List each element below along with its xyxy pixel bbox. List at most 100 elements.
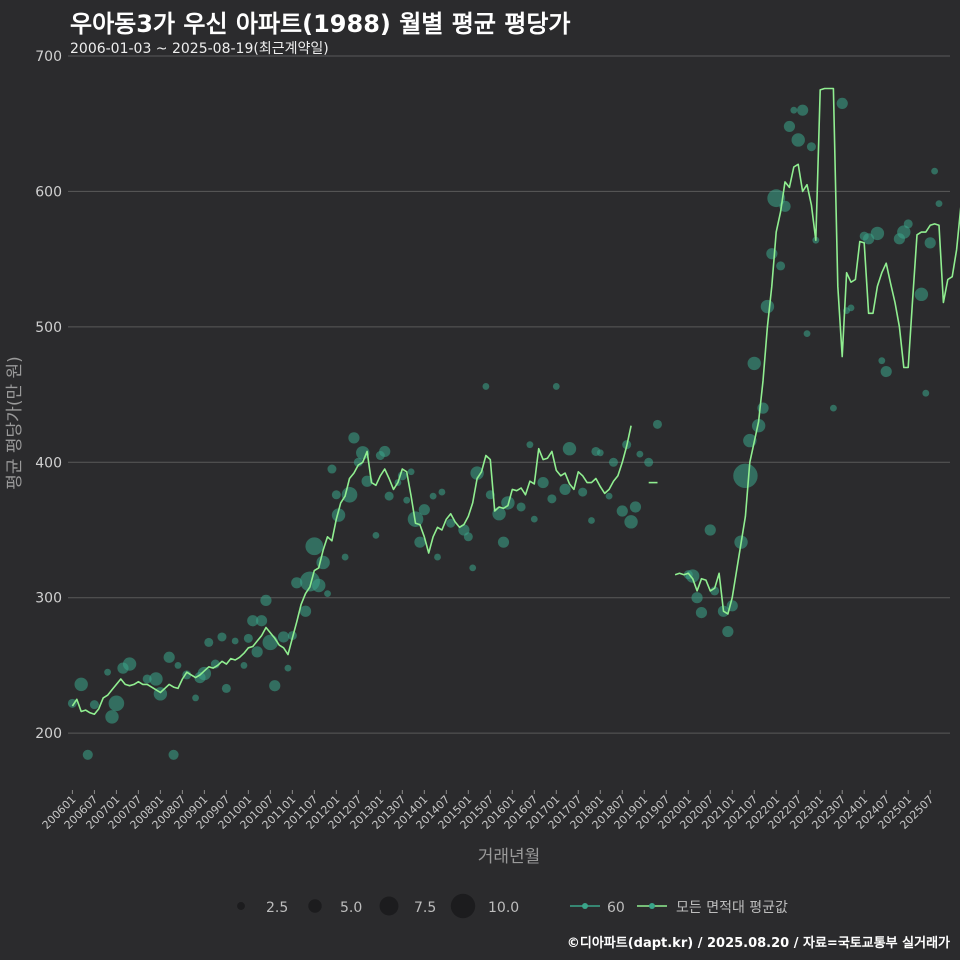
data-point xyxy=(935,200,943,208)
data-point xyxy=(221,683,231,693)
y-axis-title: 평균 평당가(만 원) xyxy=(5,356,25,490)
data-point xyxy=(277,631,290,643)
data-point xyxy=(562,442,577,456)
data-point xyxy=(372,532,380,539)
data-point xyxy=(204,637,214,647)
data-point xyxy=(747,356,761,371)
data-point xyxy=(830,404,837,412)
data-point xyxy=(82,749,93,760)
data-point xyxy=(149,672,163,686)
data-point xyxy=(240,662,248,669)
data-point xyxy=(247,615,259,627)
data-point xyxy=(384,491,394,501)
data-point xyxy=(108,695,125,712)
data-point xyxy=(356,446,370,460)
data-point xyxy=(644,457,654,467)
data-point xyxy=(547,494,557,504)
data-point xyxy=(897,225,911,239)
data-point xyxy=(878,357,886,365)
data-points xyxy=(67,97,943,760)
data-point xyxy=(341,486,358,503)
data-point xyxy=(255,615,268,627)
data-point xyxy=(174,662,182,669)
data-point xyxy=(596,449,604,457)
data-point xyxy=(446,518,456,528)
data-point xyxy=(348,432,360,444)
legend-size-label: 2.5 xyxy=(266,900,288,916)
data-point xyxy=(67,698,77,708)
data-point xyxy=(324,590,331,598)
data-point xyxy=(526,441,534,449)
data-point xyxy=(429,492,437,500)
data-point xyxy=(605,492,613,500)
data-point xyxy=(636,450,644,458)
legend-size-label: 7.5 xyxy=(414,900,436,916)
data-point xyxy=(559,483,571,495)
data-point xyxy=(168,749,179,760)
data-point xyxy=(616,505,628,517)
data-point xyxy=(470,466,484,480)
data-point xyxy=(327,464,337,474)
data-point xyxy=(89,700,99,710)
data-point xyxy=(299,605,312,617)
data-point xyxy=(880,365,892,378)
data-point xyxy=(463,532,473,542)
data-point xyxy=(578,487,588,497)
axes: 2003004005006007002006012006072007012007… xyxy=(35,49,936,832)
data-point xyxy=(608,457,618,467)
data-point xyxy=(803,330,811,338)
y-tick-label: 700 xyxy=(35,49,62,65)
data-point xyxy=(291,577,303,589)
average-line-segment xyxy=(674,87,960,615)
data-point xyxy=(260,594,272,607)
data-point xyxy=(331,508,346,522)
data-point xyxy=(418,504,430,516)
data-point xyxy=(870,226,885,241)
legend-size-marker xyxy=(450,893,476,919)
data-point xyxy=(722,625,734,638)
legend-size-marker xyxy=(237,902,245,910)
data-point xyxy=(104,668,111,676)
data-point xyxy=(530,515,538,523)
chart-title: 우아동3가 우신 아파트(1988) 월별 평균 평당가 xyxy=(70,10,571,38)
data-point xyxy=(312,578,326,593)
data-point xyxy=(482,383,490,390)
x-axis-title: 거래년월 xyxy=(478,847,541,867)
data-point xyxy=(407,468,415,476)
data-point xyxy=(783,120,796,133)
data-point xyxy=(903,219,913,229)
y-tick-label: 600 xyxy=(35,184,62,200)
legend-series-label: 모든 면적대 평균값 xyxy=(676,900,788,916)
data-point xyxy=(790,106,798,114)
data-point xyxy=(331,490,341,500)
data-point xyxy=(122,657,137,671)
data-point xyxy=(438,488,446,496)
legend-series-marker xyxy=(582,903,588,909)
data-point xyxy=(74,677,88,692)
data-point xyxy=(629,501,642,513)
data-point xyxy=(243,633,253,643)
data-point xyxy=(922,389,930,397)
data-point xyxy=(624,515,638,529)
data-point xyxy=(751,419,766,433)
data-point xyxy=(403,496,411,504)
data-point xyxy=(341,553,349,561)
data-point xyxy=(105,710,119,724)
y-tick-label: 300 xyxy=(35,591,62,607)
data-point xyxy=(552,383,560,390)
data-point xyxy=(766,248,778,260)
data-point xyxy=(776,261,786,271)
data-point xyxy=(163,651,175,663)
data-point xyxy=(434,553,441,561)
data-point xyxy=(767,189,786,208)
data-point xyxy=(924,237,936,249)
data-point xyxy=(652,419,662,429)
data-point xyxy=(251,646,263,658)
legend-size-marker xyxy=(379,896,399,916)
y-tick-label: 400 xyxy=(35,455,62,471)
data-point xyxy=(797,104,809,116)
source-caption: ©디아파트(dapt.kr) / 2025.08.20 / 자료=국토교통부 실… xyxy=(566,936,950,951)
data-point xyxy=(806,142,816,152)
y-tick-label: 500 xyxy=(35,320,62,336)
